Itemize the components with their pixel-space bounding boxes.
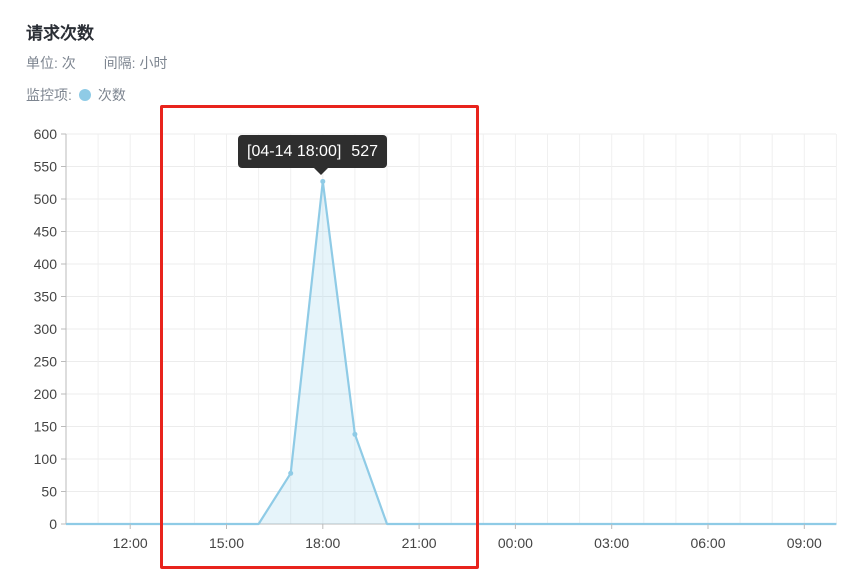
interval-label: 间隔: 小时 [103,55,168,71]
x-tick-label: 06:00 [690,535,725,551]
y-axis-ticks: 0 50 100 150 200 250 300 350 400 450 500 550 600 [34,126,66,532]
tooltip-value: 527 [351,143,378,160]
x-tick-label: 18:00 [305,535,340,551]
y-tick-label: 500 [34,191,58,207]
y-tick-label: 150 [34,419,58,435]
grid-lines [65,133,837,525]
data-point [352,431,358,437]
legend-item-label[interactable]: 次数 [97,87,126,103]
y-tick-label: 350 [34,289,58,305]
x-tick-label: 03:00 [594,535,629,551]
meta-row: 单位: 次 间隔: 小时 [26,53,167,73]
highlight-box [160,105,479,569]
chart-title: 请求次数 [26,24,94,43]
y-tick-label: 200 [34,386,58,402]
x-tick-label: 00:00 [498,535,533,551]
y-tick-label: 550 [34,159,58,175]
y-tick-label: 450 [34,224,58,240]
x-tick-label: 12:00 [113,535,148,551]
data-point [320,178,326,184]
legend-prefix: 监控项: [26,87,72,103]
legend-dot-icon[interactable] [78,89,91,101]
y-tick-label: 250 [34,354,58,370]
y-tick-label: 600 [34,126,58,142]
legend: 监控项: 次数 [26,85,126,105]
x-tick-label: 09:00 [787,535,822,551]
x-axis-ticks: 12:00 15:00 18:00 21:00 00:00 03:00 06:00 09:00 [113,524,822,551]
y-tick-label: 100 [34,451,58,467]
x-tick-label: 15:00 [209,535,244,551]
y-tick-label: 0 [49,516,57,532]
x-tick-label: 21:00 [402,535,437,551]
data-tooltip: [04-14 18:00] 527 [238,135,387,175]
y-tick-label: 300 [34,321,58,337]
unit-label: 单位: 次 [26,55,76,71]
y-tick-label: 50 [41,484,57,500]
data-point [288,470,294,476]
tooltip-time: [04-14 18:00] [247,143,342,160]
y-tick-label: 400 [34,256,58,272]
